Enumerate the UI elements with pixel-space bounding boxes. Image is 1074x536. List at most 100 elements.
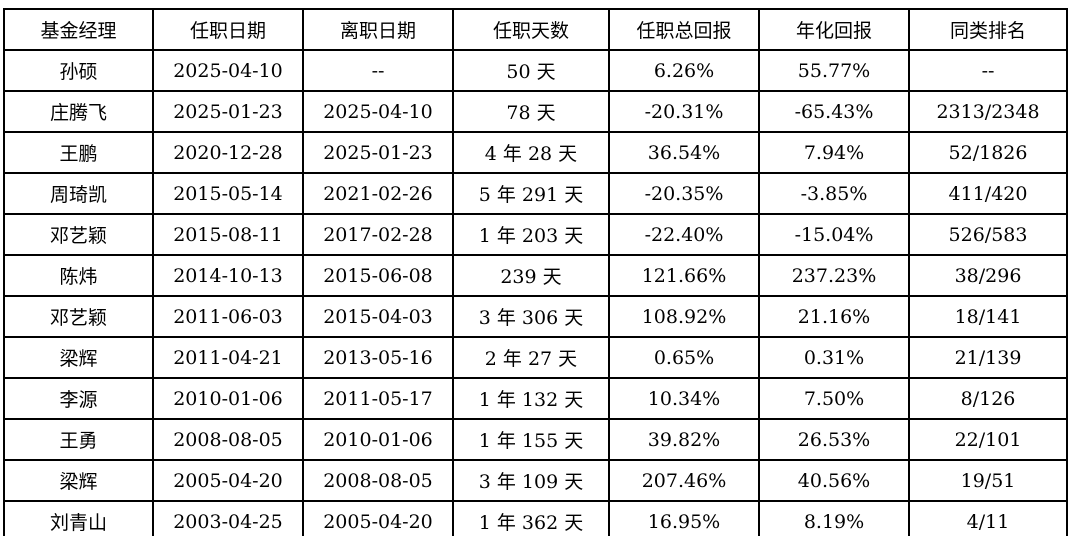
cell-start-date: 2011-04-21 [152,336,304,379]
cell-peer-ranking: 19/51 [908,459,1068,502]
cell-end-date: 2025-01-23 [302,131,454,174]
cell-peer-ranking: 21/139 [908,336,1068,379]
cell-annualized-return: 40.56% [758,459,910,502]
cell-end-date: -- [302,49,454,92]
table-row: 李源 2010-01-06 2011-05-17 1 年 132 天 10.34% 7.5… [3,377,1068,420]
cell-start-date: 2005-04-20 [152,459,304,502]
table-row: 王勇 2008-08-05 2010-01-06 1 年 155 天 39.82% 26.… [3,418,1068,461]
cell-total-return: 0.65% [608,336,760,379]
header-annualized-return: 年化回报 [758,8,910,51]
cell-tenure-days: 1 年 203 天 [452,213,610,256]
cell-end-date: 2015-06-08 [302,254,454,297]
cell-fund-manager: 王勇 [3,418,154,461]
cell-start-date: 2011-06-03 [152,295,304,338]
cell-fund-manager: 孙硕 [3,49,154,92]
table-header-row: 基金经理 任职日期 离职日期 任职天数 任职总回报 年化回报 同类排名 [3,8,1068,51]
cell-fund-manager: 梁辉 [3,336,154,379]
table-row: 邓艺颖 2015-08-11 2017-02-28 1 年 203 天 -22.40% -… [3,213,1068,256]
cell-annualized-return: 21.16% [758,295,910,338]
table-row: 孙硕 2025-04-10 -- 50 天 6.26% 55.77% -- [3,49,1068,92]
cell-end-date: 2013-05-16 [302,336,454,379]
cell-total-return: 39.82% [608,418,760,461]
header-total-return: 任职总回报 [608,8,760,51]
cell-end-date: 2011-05-17 [302,377,454,420]
table-row: 刘青山 2003-04-25 2005-04-20 1 年 362 天 16.95% 8.… [3,500,1068,536]
cell-start-date: 2010-01-06 [152,377,304,420]
cell-peer-ranking: 526/583 [908,213,1068,256]
cell-tenure-days: 3 年 306 天 [452,295,610,338]
cell-total-return: -20.35% [608,172,760,215]
table-row: 梁辉 2005-04-20 2008-08-05 3 年 109 天 207.46% 40… [3,459,1068,502]
header-peer-ranking: 同类排名 [908,8,1068,51]
cell-total-return: -22.40% [608,213,760,256]
cell-tenure-days: 4 年 28 天 [452,131,610,174]
table-body: 孙硕 2025-04-10 -- 50 天 6.26% 55.77% -- 庄腾飞 2025-0… [3,49,1068,536]
cell-tenure-days: 3 年 109 天 [452,459,610,502]
table-row: 庄腾飞 2025-01-23 2025-04-10 78 天 -20.31% -65.43… [3,90,1068,133]
cell-tenure-days: 50 天 [452,49,610,92]
cell-annualized-return: -65.43% [758,90,910,133]
cell-annualized-return: -3.85% [758,172,910,215]
cell-start-date: 2015-05-14 [152,172,304,215]
header-tenure-days: 任职天数 [452,8,610,51]
cell-peer-ranking: 18/141 [908,295,1068,338]
cell-start-date: 2008-08-05 [152,418,304,461]
cell-annualized-return: -15.04% [758,213,910,256]
fund-manager-table: 基金经理 任职日期 离职日期 任职天数 任职总回报 年化回报 同类排名 孙硕 20… [3,8,1068,536]
cell-start-date: 2020-12-28 [152,131,304,174]
cell-end-date: 2015-04-03 [302,295,454,338]
cell-fund-manager: 梁辉 [3,459,154,502]
cell-annualized-return: 7.94% [758,131,910,174]
cell-total-return: 108.92% [608,295,760,338]
cell-annualized-return: 237.23% [758,254,910,297]
cell-tenure-days: 1 年 362 天 [452,500,610,536]
cell-tenure-days: 2 年 27 天 [452,336,610,379]
table-row: 周琦凯 2015-05-14 2021-02-26 5 年 291 天 -20.35% -… [3,172,1068,215]
table-row: 王鹏 2020-12-28 2025-01-23 4 年 28 天 36.54% 7.94… [3,131,1068,174]
cell-peer-ranking: 2313/2348 [908,90,1068,133]
cell-peer-ranking: 52/1826 [908,131,1068,174]
cell-annualized-return: 55.77% [758,49,910,92]
cell-total-return: 16.95% [608,500,760,536]
table-row: 陈炜 2014-10-13 2015-06-08 239 天 121.66% 237.23… [3,254,1068,297]
cell-fund-manager: 邓艺颖 [3,295,154,338]
cell-annualized-return: 8.19% [758,500,910,536]
cell-tenure-days: 1 年 132 天 [452,377,610,420]
cell-total-return: 36.54% [608,131,760,174]
cell-peer-ranking: 4/11 [908,500,1068,536]
cell-fund-manager: 周琦凯 [3,172,154,215]
cell-peer-ranking: 411/420 [908,172,1068,215]
cell-annualized-return: 26.53% [758,418,910,461]
cell-start-date: 2025-01-23 [152,90,304,133]
cell-peer-ranking: 38/296 [908,254,1068,297]
cell-fund-manager: 王鹏 [3,131,154,174]
cell-annualized-return: 0.31% [758,336,910,379]
header-fund-manager: 基金经理 [3,8,154,51]
header-end-date: 离职日期 [302,8,454,51]
cell-fund-manager: 庄腾飞 [3,90,154,133]
cell-peer-ranking: 8/126 [908,377,1068,420]
cell-end-date: 2008-08-05 [302,459,454,502]
cell-end-date: 2010-01-06 [302,418,454,461]
cell-fund-manager: 刘青山 [3,500,154,536]
table-row: 邓艺颖 2011-06-03 2015-04-03 3 年 306 天 108.92% 2… [3,295,1068,338]
cell-peer-ranking: 22/101 [908,418,1068,461]
cell-fund-manager: 李源 [3,377,154,420]
cell-total-return: 207.46% [608,459,760,502]
cell-total-return: 6.26% [608,49,760,92]
cell-total-return: -20.31% [608,90,760,133]
table-row: 梁辉 2011-04-21 2013-05-16 2 年 27 天 0.65% 0.31%… [3,336,1068,379]
cell-fund-manager: 陈炜 [3,254,154,297]
cell-end-date: 2017-02-28 [302,213,454,256]
cell-end-date: 2021-02-26 [302,172,454,215]
table-header: 基金经理 任职日期 离职日期 任职天数 任职总回报 年化回报 同类排名 [3,8,1068,51]
cell-tenure-days: 5 年 291 天 [452,172,610,215]
header-start-date: 任职日期 [152,8,304,51]
cell-end-date: 2005-04-20 [302,500,454,536]
cell-start-date: 2014-10-13 [152,254,304,297]
cell-total-return: 121.66% [608,254,760,297]
cell-total-return: 10.34% [608,377,760,420]
cell-start-date: 2003-04-25 [152,500,304,536]
cell-peer-ranking: -- [908,49,1068,92]
